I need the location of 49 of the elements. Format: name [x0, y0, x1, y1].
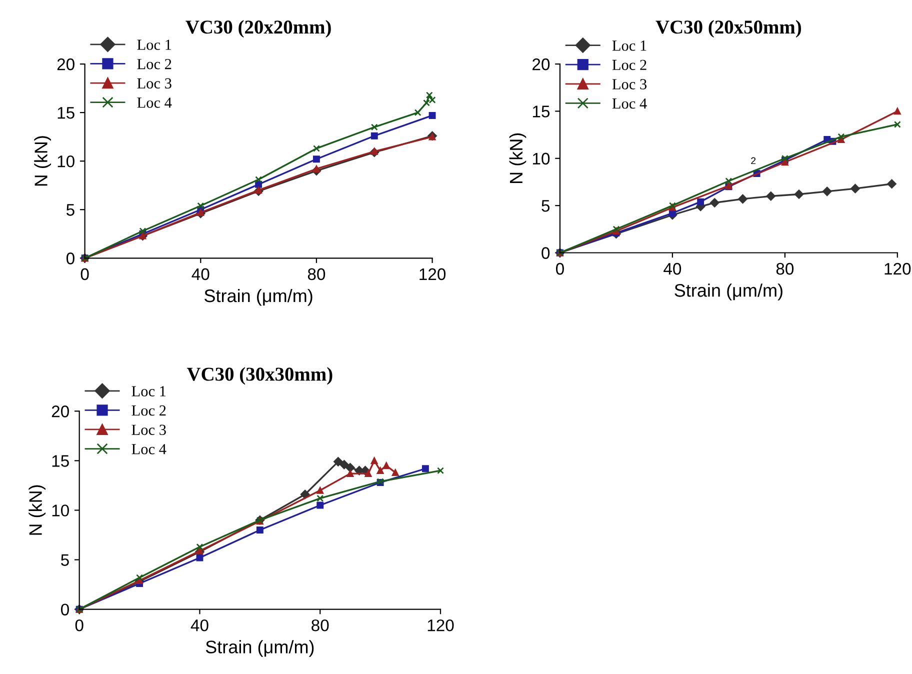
- x-tick-label: 80: [312, 619, 329, 632]
- x-tick-label: 120: [420, 268, 446, 280]
- x-axis-title: Strain (μm/m): [206, 640, 314, 657]
- x-tick-label: 0: [556, 262, 564, 275]
- annotation: 2: [751, 157, 756, 164]
- y-tick-label: 15: [58, 107, 74, 119]
- legend-label: Loc 2: [132, 405, 166, 416]
- chart-title: VC30 (30x30mm): [186, 367, 332, 385]
- x-tick-label: 40: [190, 619, 208, 632]
- legend-label: Loc 2: [612, 60, 646, 70]
- y-tick-label: 0: [542, 247, 550, 259]
- y-tick-label: 0: [66, 252, 74, 264]
- legend-label: Loc 1: [137, 40, 172, 50]
- y-tick-label: 20: [52, 406, 69, 418]
- x-tick-label: 80: [308, 268, 326, 280]
- y-tick-label: 10: [532, 152, 550, 165]
- x-tick-label: 40: [664, 262, 682, 275]
- x-tick-label: 0: [80, 268, 89, 280]
- x-axis-title: Strain (μm/m): [674, 284, 782, 300]
- y-tick-label: 10: [58, 155, 74, 168]
- legend-label: Loc 4: [132, 444, 166, 454]
- y-tick-label: 0: [61, 604, 69, 616]
- legend-label: Loc 3: [137, 78, 172, 89]
- y-tick-label: 15: [532, 106, 550, 118]
- y-axis-title: N (kN): [509, 133, 526, 183]
- legend-label: Loc 4: [612, 98, 647, 109]
- legend-label: Loc 3: [612, 79, 647, 90]
- y-tick-label: 5: [66, 204, 74, 216]
- y-tick-label: 10: [52, 504, 69, 516]
- legend-label: Loc 2: [137, 58, 172, 70]
- y-tick-label: 5: [542, 200, 550, 212]
- y-tick-label: 20: [532, 58, 550, 70]
- x-tick-label: 0: [75, 619, 84, 632]
- chart-title: VC30 (20x20mm): [186, 20, 331, 38]
- legend-label: Loc 3: [132, 424, 166, 435]
- y-tick-label: 5: [61, 554, 69, 566]
- x-axis-title: Strain (μm/m): [204, 288, 312, 306]
- y-tick-label: 20: [57, 58, 74, 70]
- y-tick-label: 15: [52, 455, 69, 467]
- legend-label: Loc 1: [132, 386, 166, 396]
- legend-label: Loc 4: [137, 98, 172, 108]
- x-tick-label: 120: [884, 262, 911, 275]
- x-tick-label: 40: [192, 268, 210, 280]
- y-axis-title: N (kN): [34, 136, 51, 186]
- x-tick-label: 120: [428, 619, 454, 632]
- x-tick-label: 80: [776, 262, 794, 275]
- legend-label: Loc 1: [612, 40, 646, 51]
- chart-title: VC30 (20x50mm): [656, 20, 802, 38]
- y-axis-title: N (kN): [28, 485, 46, 535]
